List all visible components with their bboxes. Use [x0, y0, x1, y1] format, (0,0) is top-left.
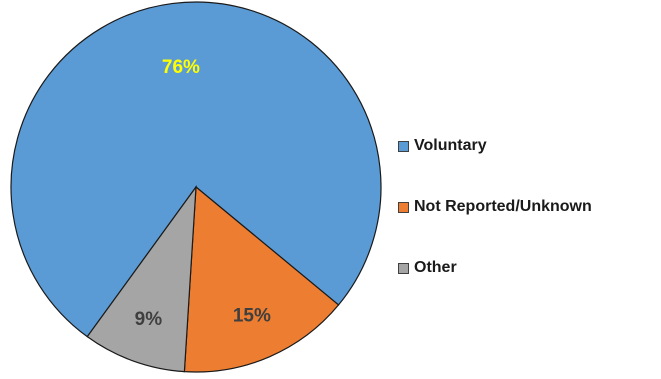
data-label-not-reported: 15% — [233, 306, 271, 327]
legend-swatch-voluntary — [398, 140, 409, 152]
legend-item-other: Other — [398, 258, 592, 278]
data-label-voluntary: 76% — [162, 57, 200, 78]
data-label-other: 9% — [135, 309, 163, 330]
legend-swatch-not-reported — [398, 201, 409, 213]
pie-slice-voluntary — [10, 1, 382, 338]
pie-slice-other — [86, 184, 197, 373]
legend-label-other: Other — [414, 259, 457, 276]
legend-label-not-reported: Not Reported/Unknown — [414, 198, 592, 215]
legend-item-voluntary: Voluntary — [398, 136, 592, 156]
pie-slice-not-reported — [183, 185, 340, 373]
legend: Voluntary Not Reported/Unknown Other — [398, 136, 592, 319]
legend-item-not-reported: Not Reported/Unknown — [398, 197, 592, 217]
legend-swatch-other — [398, 262, 409, 274]
legend-label-voluntary: Voluntary — [414, 137, 487, 154]
